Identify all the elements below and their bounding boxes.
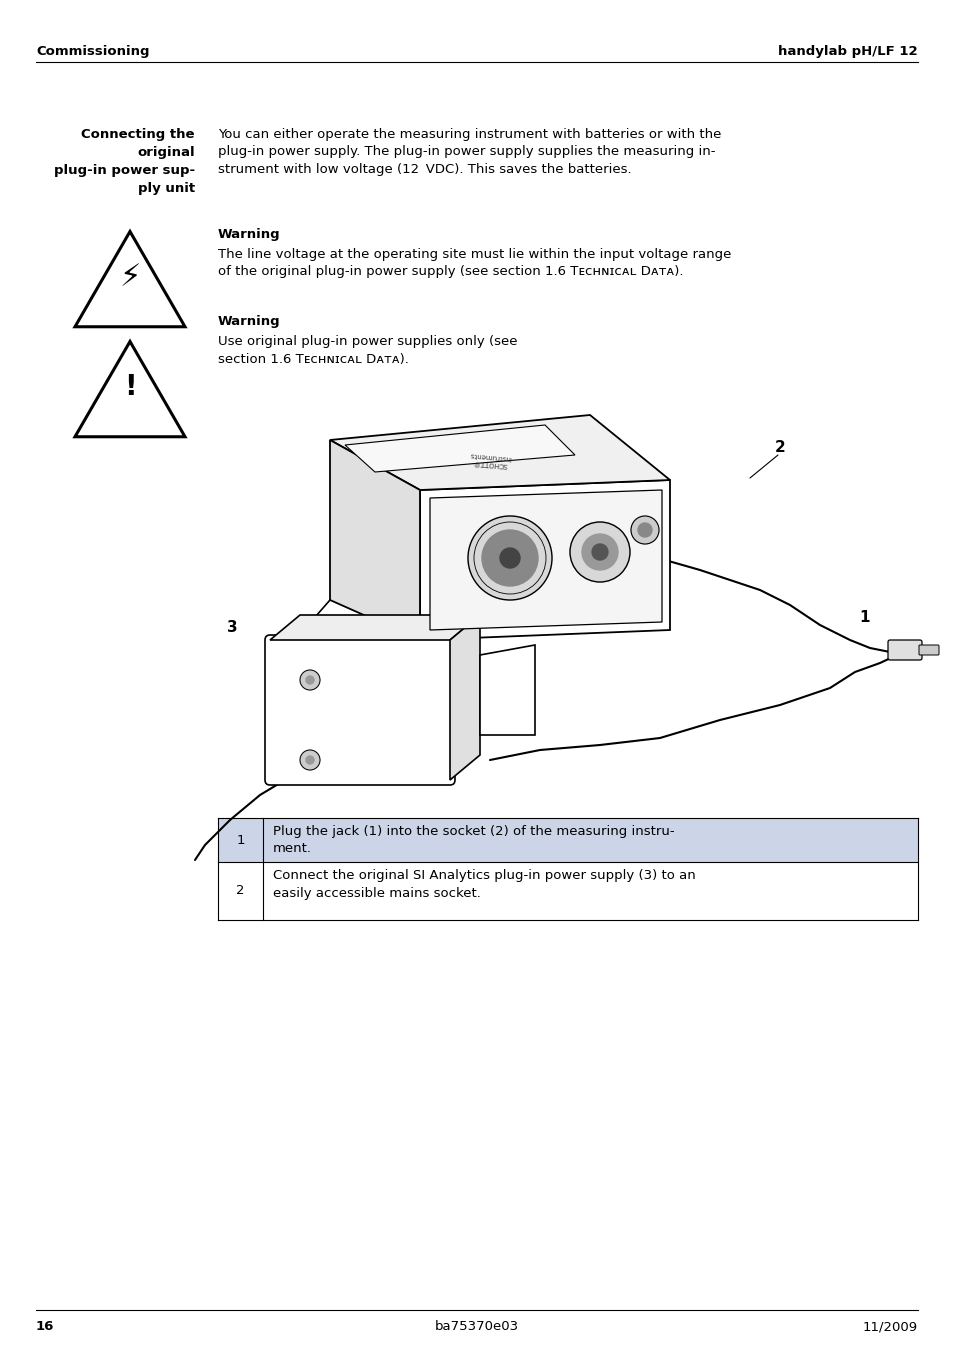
Text: 1: 1 (859, 611, 869, 626)
Text: Connecting the
original
plug-in power sup-
ply unit: Connecting the original plug-in power su… (53, 128, 194, 195)
Polygon shape (479, 644, 535, 735)
Circle shape (299, 750, 319, 770)
Circle shape (499, 549, 519, 567)
Text: 2: 2 (236, 885, 245, 897)
Polygon shape (330, 440, 419, 640)
Polygon shape (450, 615, 479, 780)
Circle shape (306, 676, 314, 684)
Circle shape (569, 521, 629, 582)
Circle shape (592, 544, 607, 561)
Bar (218, 817, 917, 862)
Text: 2: 2 (774, 440, 784, 455)
Text: Connect the original SI Analytics plug-in power supply (3) to an
easily accessib: Connect the original SI Analytics plug-i… (273, 869, 695, 900)
FancyBboxPatch shape (918, 644, 938, 655)
Text: handylab pH/LF 12: handylab pH/LF 12 (778, 45, 917, 58)
Polygon shape (75, 342, 185, 436)
Circle shape (630, 516, 659, 544)
Text: Use original plug-in power supplies only (see
section 1.6 Tᴇᴄʜɴɪᴄᴀʟ Dᴀᴛᴀ).: Use original plug-in power supplies only… (218, 335, 517, 366)
Circle shape (299, 670, 319, 690)
Circle shape (581, 534, 618, 570)
Polygon shape (430, 490, 661, 630)
Text: 11/2009: 11/2009 (862, 1320, 917, 1333)
Text: The line voltage at the operating site must lie within the input voltage range
o: The line voltage at the operating site m… (218, 249, 731, 278)
Polygon shape (330, 415, 669, 490)
Circle shape (481, 530, 537, 586)
Text: Warning: Warning (218, 228, 280, 240)
Text: SCHOTT®
Instruments: SCHOTT® Instruments (468, 451, 511, 469)
Text: 1: 1 (236, 834, 245, 847)
Circle shape (638, 523, 651, 536)
Text: 16: 16 (36, 1320, 54, 1333)
Polygon shape (270, 615, 479, 640)
Circle shape (468, 516, 552, 600)
FancyBboxPatch shape (265, 635, 455, 785)
Text: Warning: Warning (218, 315, 280, 328)
Text: Plug the jack (1) into the socket (2) of the measuring instru-
ment.: Plug the jack (1) into the socket (2) of… (273, 825, 674, 855)
Polygon shape (75, 231, 185, 327)
Text: ⚡: ⚡ (119, 262, 140, 292)
Text: !: ! (124, 373, 136, 401)
Text: You can either operate the measuring instrument with batteries or with the
plug-: You can either operate the measuring ins… (218, 128, 720, 176)
Polygon shape (419, 480, 669, 640)
FancyBboxPatch shape (887, 640, 921, 661)
Bar (218, 862, 917, 920)
Text: ba75370e03: ba75370e03 (435, 1320, 518, 1333)
Text: 3: 3 (227, 620, 237, 635)
Polygon shape (345, 426, 575, 471)
Text: Commissioning: Commissioning (36, 45, 150, 58)
Circle shape (306, 757, 314, 765)
